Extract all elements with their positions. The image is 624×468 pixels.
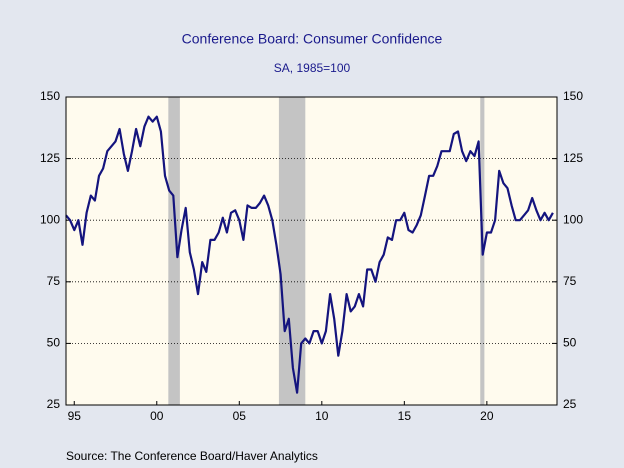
y2-tick-label: 75 — [563, 274, 577, 288]
x-tick-label: 15 — [398, 409, 412, 423]
recession-band — [168, 97, 180, 405]
plot-area — [66, 97, 557, 405]
x-tick-label: 10 — [315, 409, 329, 423]
x-tick-label: 95 — [68, 409, 82, 423]
y2-tick-label: 100 — [563, 212, 583, 226]
y2-tick-label: 25 — [563, 397, 577, 411]
y2-tick-label: 50 — [563, 336, 577, 350]
data-line — [65, 115, 554, 394]
x-tick-label: 20 — [480, 409, 494, 423]
y-tick-label: 125 — [40, 151, 60, 165]
plot-border — [65, 96, 558, 406]
y-tick-label: 75 — [47, 274, 61, 288]
source-note: Source: The Conference Board/Haver Analy… — [66, 449, 318, 463]
chart-subtitle: SA, 1985=100 — [274, 61, 351, 75]
y-tick-label: 100 — [40, 212, 60, 226]
chart-title: Conference Board: Consumer Confidence — [182, 31, 443, 47]
y-tick-label: 150 — [40, 89, 60, 103]
y-tick-label: 50 — [47, 336, 61, 350]
y2-tick-label: 125 — [563, 151, 583, 165]
x-tick-label: 05 — [233, 409, 247, 423]
x-tick-label: 00 — [150, 409, 164, 423]
y2-tick-label: 150 — [563, 89, 583, 103]
y-tick-label: 25 — [47, 397, 61, 411]
